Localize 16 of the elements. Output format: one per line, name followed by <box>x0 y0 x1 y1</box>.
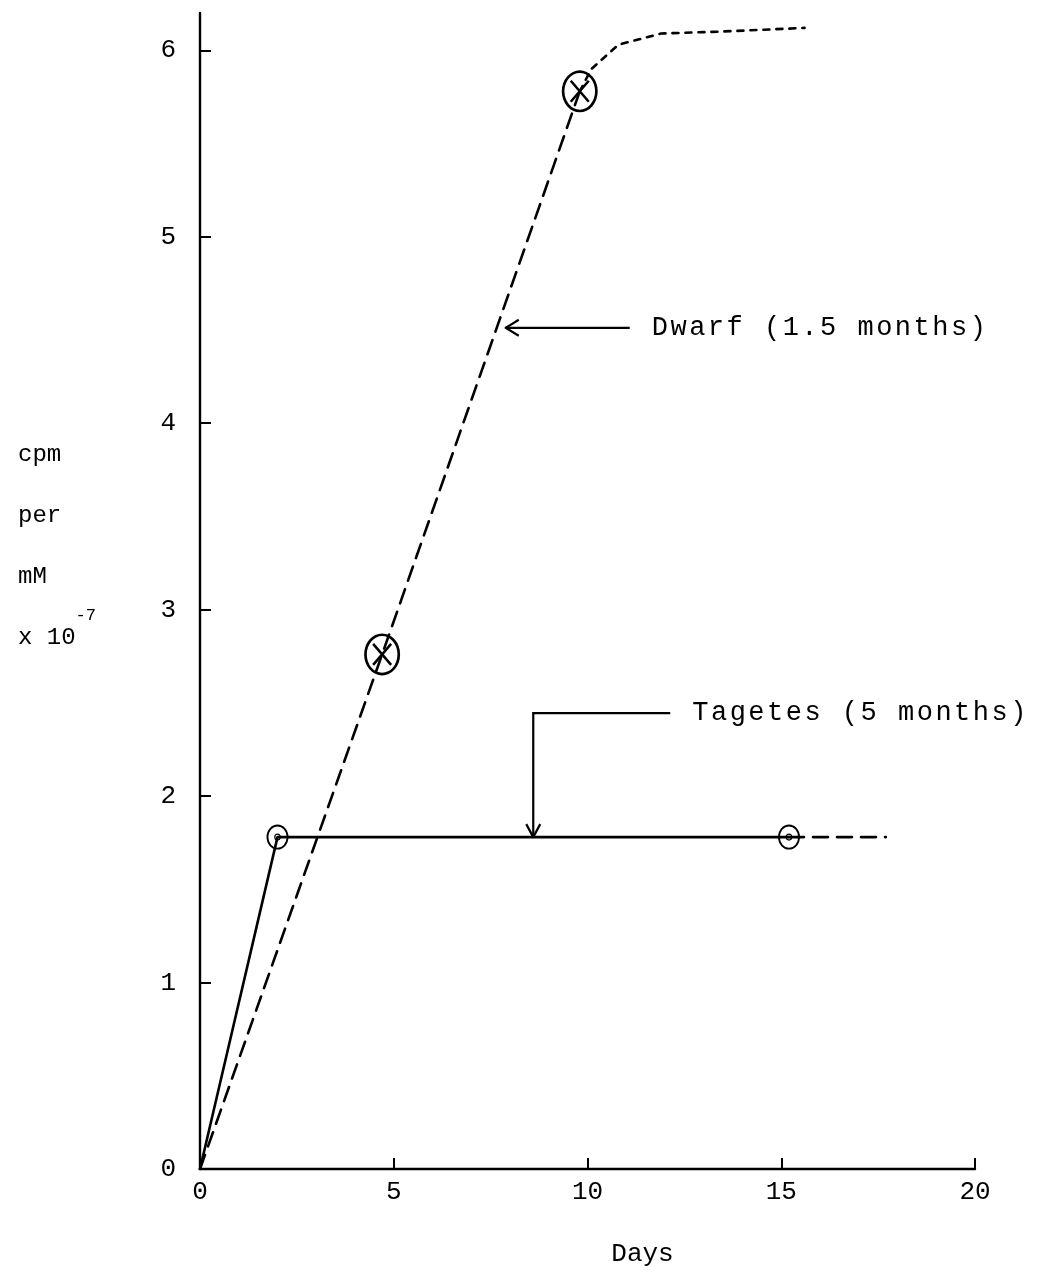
y-tick-label: 3 <box>160 594 176 625</box>
y-tick-label: 5 <box>160 221 176 252</box>
x-axis-title: Days <box>611 1239 674 1269</box>
y-tick-label: 1 <box>160 967 176 998</box>
y-tick-label: 4 <box>160 408 176 439</box>
x-tick-label: 5 <box>385 1176 402 1207</box>
x-tick-label: 15 <box>765 1176 797 1207</box>
y-tick-label: 6 <box>160 35 176 66</box>
y-tick-label: 0 <box>160 1154 176 1184</box>
annotation: Tagetes (5 months) <box>692 698 1029 729</box>
x-tick-label: 20 <box>959 1176 991 1207</box>
y-tick-label: 2 <box>160 781 176 812</box>
text: cpm per mM x 10-7 <box>18 441 97 651</box>
x-tick-label: 10 <box>571 1176 604 1207</box>
x-tick-label: 0 <box>192 1176 208 1207</box>
annotation: Dwarf (1.5 months) <box>651 312 989 343</box>
